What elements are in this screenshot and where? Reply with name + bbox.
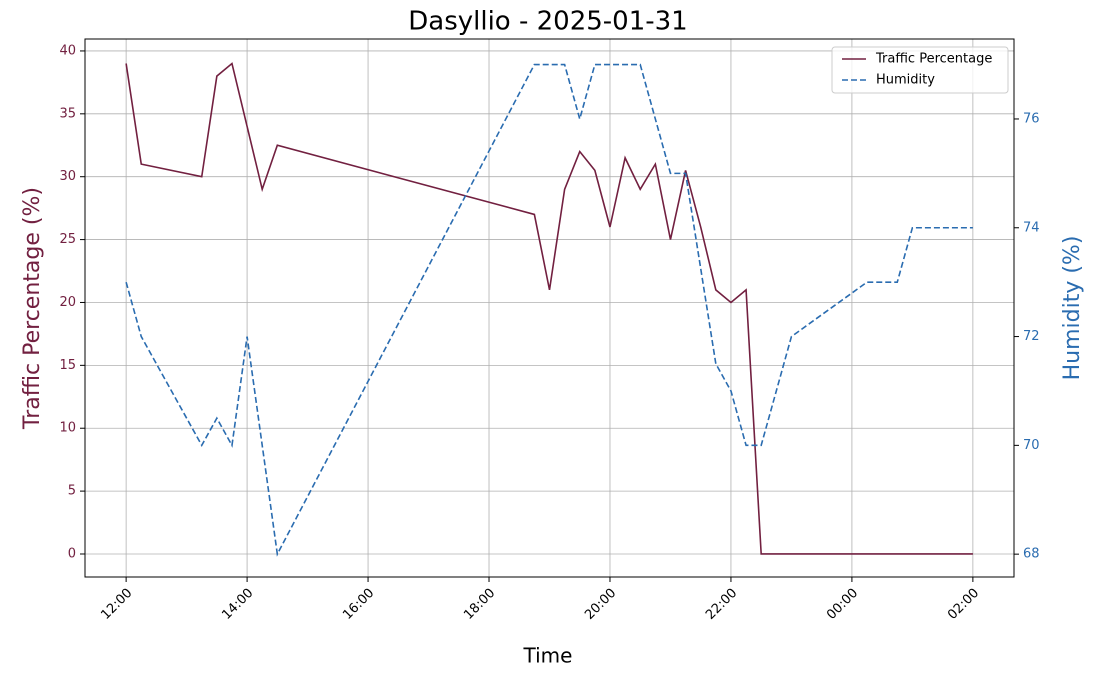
y-axis-label: Traffic Percentage (%) — [20, 187, 45, 430]
y2-tick-label: 74 — [1023, 220, 1040, 235]
x-axis-label: Time — [523, 644, 573, 668]
chart-title: Dasyllio - 2025-01-31 — [408, 7, 687, 37]
y2-tick-label: 68 — [1023, 547, 1040, 562]
legend-label: Humidity — [876, 73, 935, 88]
y2-tick-label: 76 — [1023, 111, 1040, 126]
y-tick-label: 20 — [59, 295, 76, 310]
y2-axis-label: Humidity (%) — [1060, 236, 1085, 381]
y-tick-label: 30 — [59, 169, 76, 184]
y-tick-label: 10 — [59, 421, 76, 436]
y2-tick-label: 72 — [1023, 329, 1040, 344]
plot-frame — [84, 38, 1015, 578]
y-tick-label: 0 — [68, 546, 76, 561]
legend-label: Traffic Percentage — [875, 52, 992, 67]
y-tick-label: 15 — [59, 358, 76, 373]
y-tick-label: 35 — [59, 106, 76, 121]
y-tick-label: 40 — [59, 43, 76, 58]
y2-tick-label: 70 — [1023, 438, 1040, 453]
series-line — [125, 63, 973, 557]
legend-box — [831, 46, 1009, 94]
y-tick-label: 5 — [68, 484, 76, 499]
series-line — [125, 62, 973, 555]
y-tick-label: 25 — [59, 232, 76, 247]
